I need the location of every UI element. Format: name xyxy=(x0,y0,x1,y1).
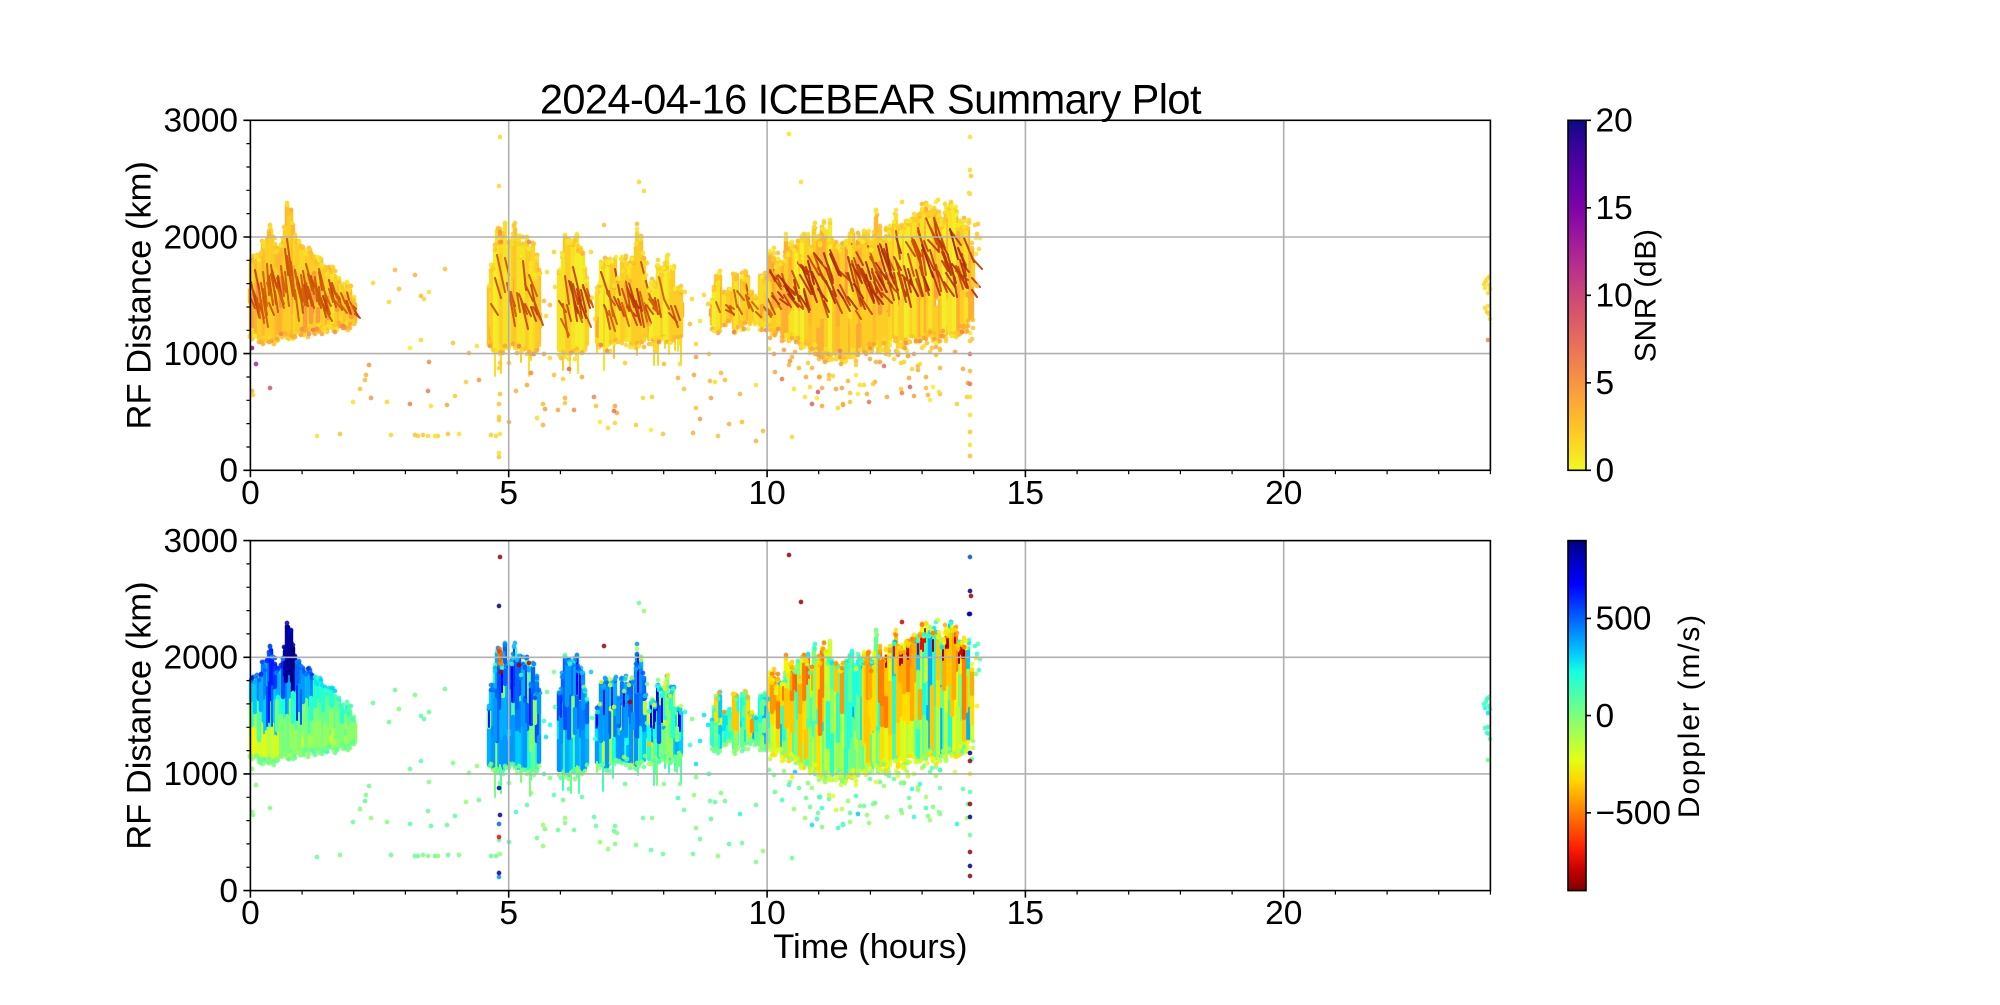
svg-text:1000: 1000 xyxy=(163,756,238,793)
svg-text:15: 15 xyxy=(1007,475,1044,512)
svg-text:15: 15 xyxy=(1007,895,1044,932)
svg-text:2024-04-16 ICEBEAR Summary Plo: 2024-04-16 ICEBEAR Summary Plot xyxy=(540,75,1202,122)
svg-text:20: 20 xyxy=(1596,103,1633,140)
svg-text:2000: 2000 xyxy=(163,219,238,256)
svg-text:RF Distance (km): RF Distance (km) xyxy=(121,581,159,849)
svg-text:RF Distance (km): RF Distance (km) xyxy=(121,161,159,429)
svg-text:Doppler (m/s): Doppler (m/s) xyxy=(1673,613,1706,818)
svg-text:0: 0 xyxy=(1596,698,1615,735)
svg-text:2000: 2000 xyxy=(163,640,238,677)
svg-text:10: 10 xyxy=(748,475,785,512)
svg-text:20: 20 xyxy=(1265,475,1302,512)
svg-text:−500: −500 xyxy=(1596,795,1671,832)
svg-text:0: 0 xyxy=(241,475,260,512)
svg-text:5: 5 xyxy=(499,475,518,512)
svg-text:10: 10 xyxy=(1596,278,1633,315)
svg-text:0: 0 xyxy=(1596,453,1615,490)
svg-text:5: 5 xyxy=(1596,365,1615,402)
svg-text:0: 0 xyxy=(241,895,260,932)
svg-text:Time (hours): Time (hours) xyxy=(773,928,967,966)
svg-text:0: 0 xyxy=(219,873,238,910)
svg-text:20: 20 xyxy=(1265,895,1302,932)
svg-text:500: 500 xyxy=(1596,601,1652,638)
svg-text:0: 0 xyxy=(219,453,238,490)
svg-text:15: 15 xyxy=(1596,190,1633,227)
svg-text:10: 10 xyxy=(748,895,785,932)
svg-text:SNR (dB): SNR (dB) xyxy=(1630,228,1663,362)
svg-text:3000: 3000 xyxy=(163,103,238,140)
svg-text:1000: 1000 xyxy=(163,336,238,373)
svg-text:5: 5 xyxy=(499,895,518,932)
svg-text:3000: 3000 xyxy=(163,523,238,560)
